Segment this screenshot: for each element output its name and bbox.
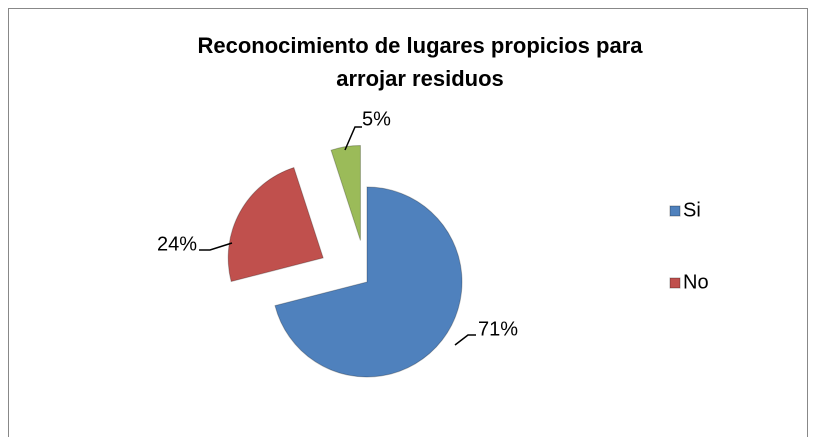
leader-line [344, 126, 362, 151]
leader-line [199, 242, 233, 251]
legend-label: No [683, 271, 709, 293]
pie-slice [227, 166, 324, 283]
legend-swatch [669, 205, 681, 217]
legend-swatch [669, 277, 681, 289]
data-label: 71% [478, 318, 518, 340]
data-label: 24% [157, 233, 197, 255]
chart-title: Reconocimiento de lugares propicios para… [198, 33, 644, 91]
pie-slice [274, 186, 463, 378]
data-label: 5% [362, 108, 391, 130]
leader-line [454, 334, 476, 346]
legend-label: Si [683, 199, 701, 221]
pie-slice [330, 145, 361, 241]
